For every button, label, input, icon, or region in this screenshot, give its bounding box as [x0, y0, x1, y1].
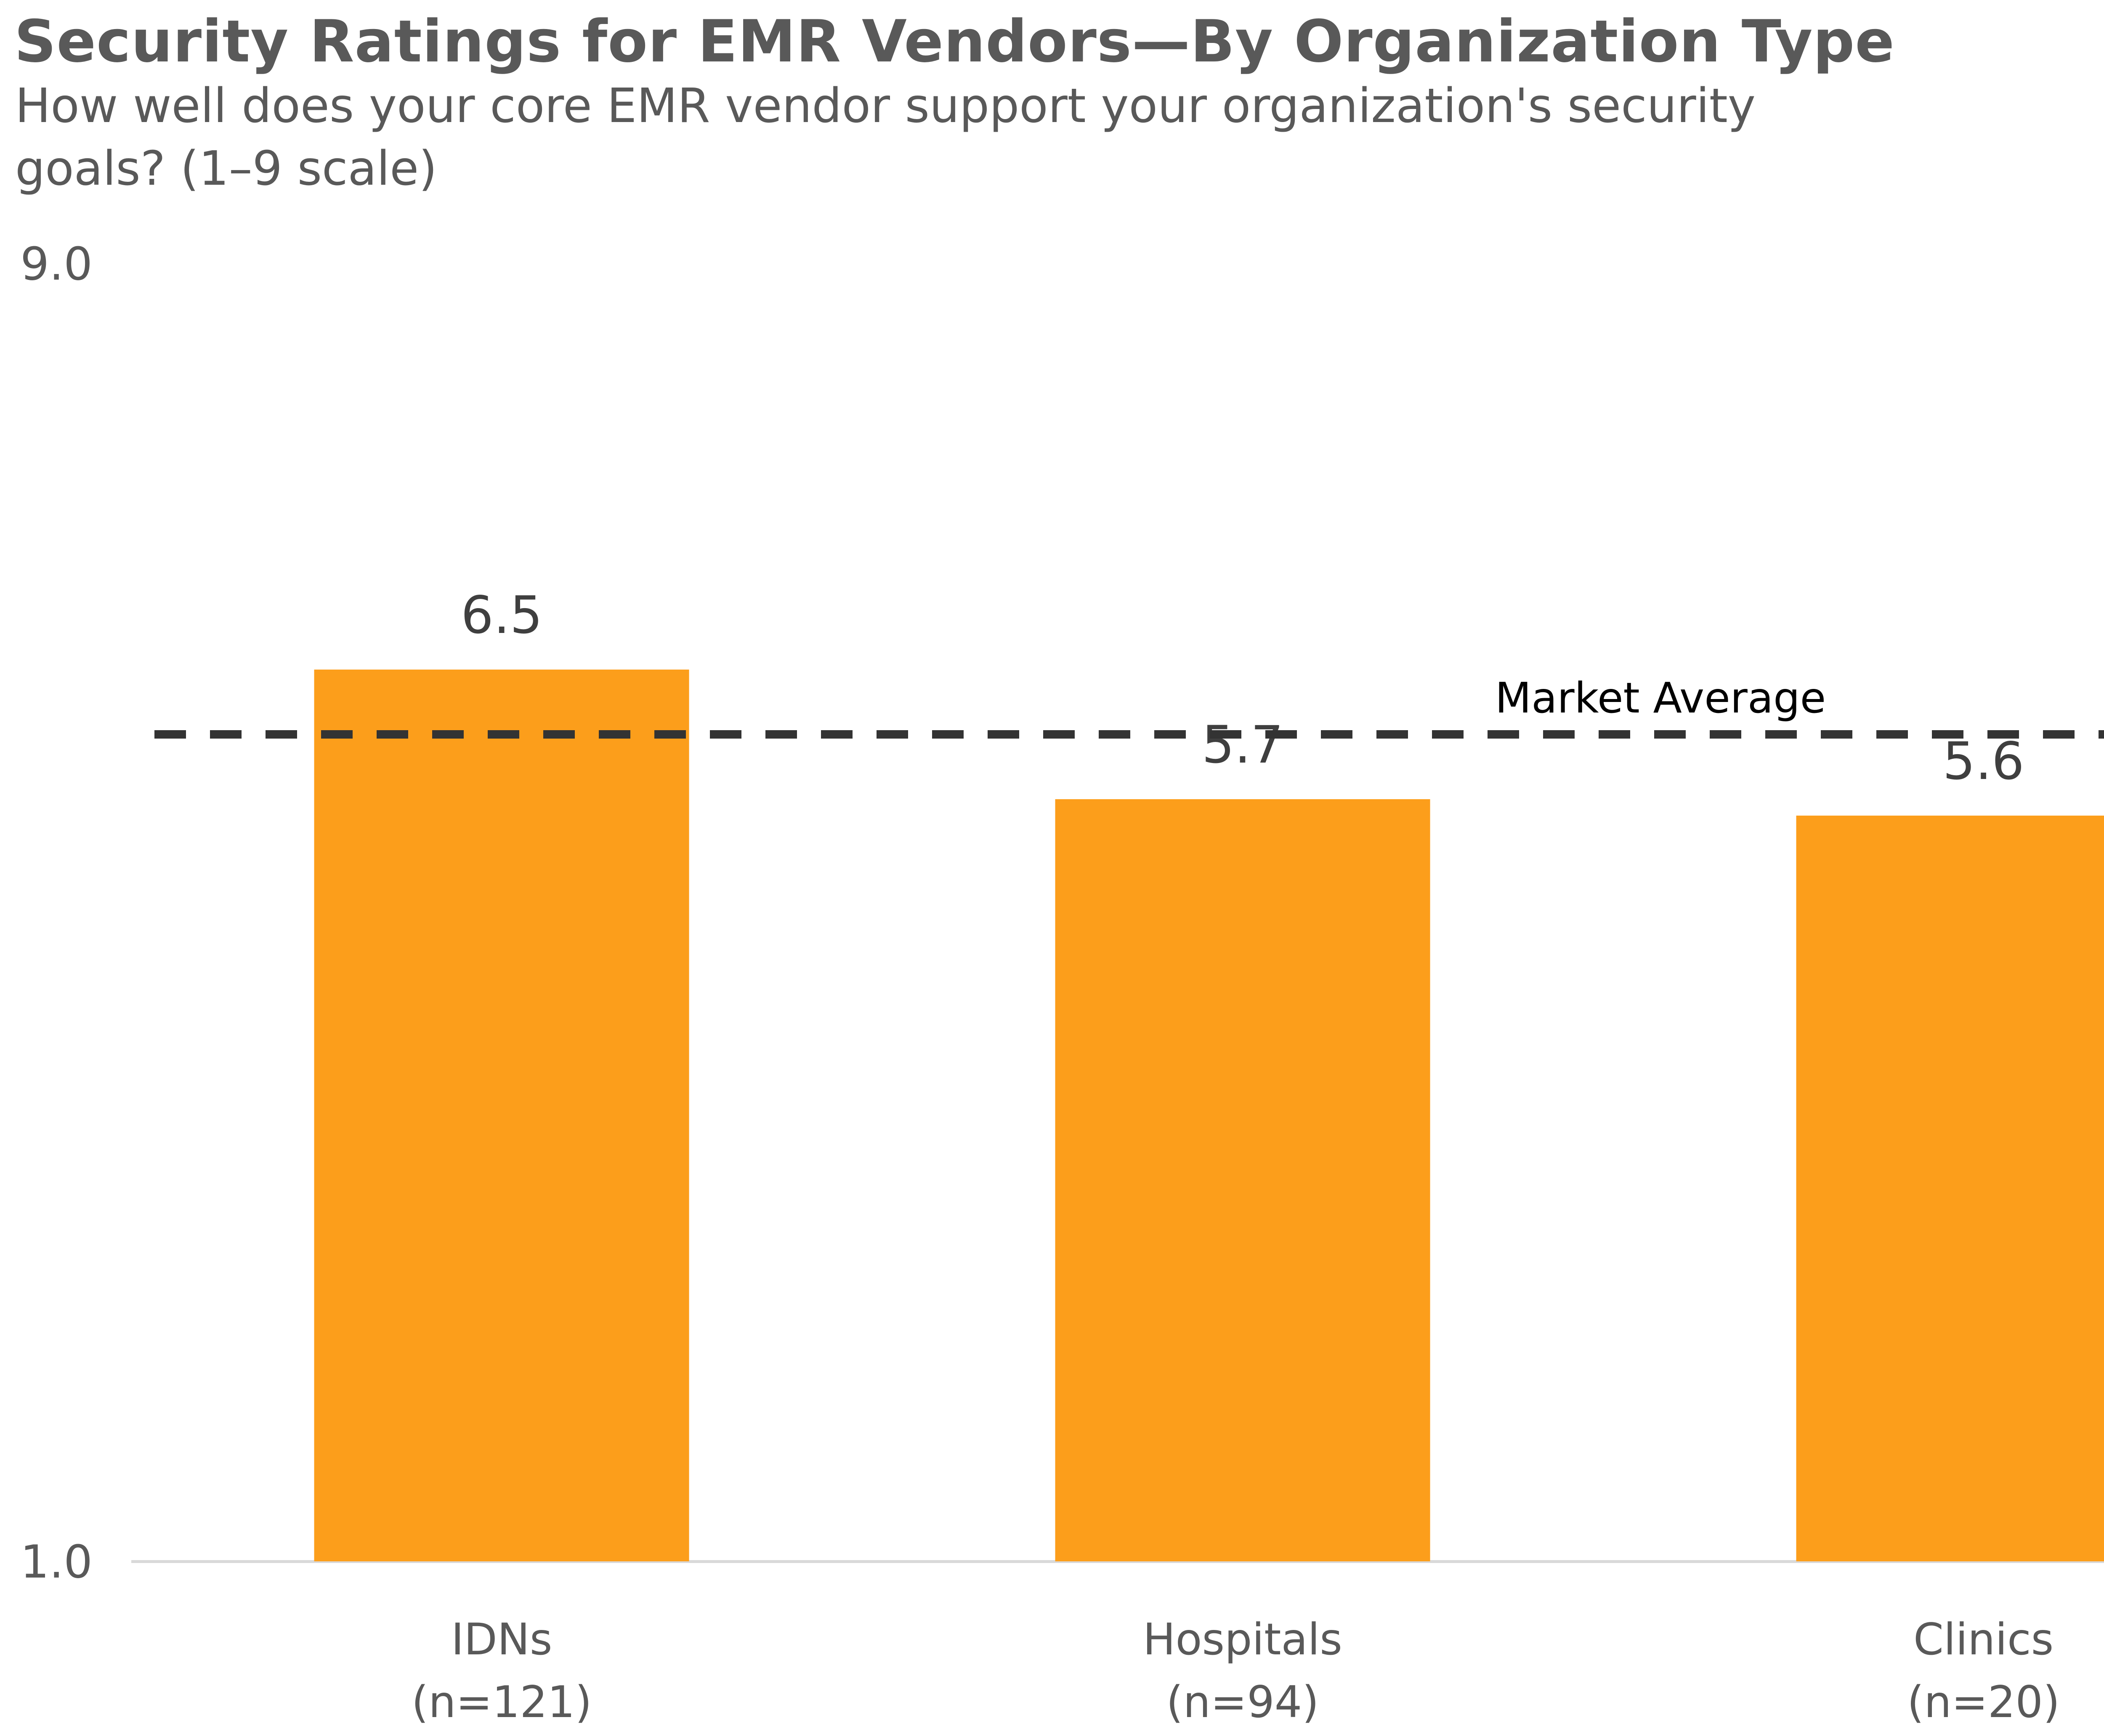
bar-idns	[314, 670, 689, 1561]
y-axis-min-label: 1.0	[20, 1536, 93, 1589]
category-sample-size: (n=121)	[412, 1677, 592, 1728]
bar-slot-idns: 6.5 IDNs (n=121)	[131, 264, 872, 1728]
category-sample-size: (n=20)	[1907, 1677, 2060, 1728]
category-name: Clinics	[1913, 1614, 2054, 1665]
x-axis-category-label: Clinics (n=20)	[1907, 1608, 2060, 1734]
market-average-label: Market Average	[1495, 673, 1826, 723]
x-axis-category-label: Hospitals (n=94)	[1143, 1608, 1342, 1734]
plot-area: 6.5 IDNs (n=121) 5.7 Hospitals (n=94) 5.6 Clini…	[131, 264, 2104, 1728]
y-axis-max-label: 9.0	[20, 238, 93, 291]
bar-clinics	[1796, 815, 2104, 1561]
x-axis-line	[131, 1560, 2104, 1563]
chart-title: Security Ratings for EMR Vendors—By Orga…	[14, 8, 1895, 75]
bar-value-label: 5.6	[1942, 731, 2024, 791]
bar-slot-clinics: 5.6 Clinics (n=20)	[1613, 264, 2104, 1728]
chart-subtitle-line2: goals? (1–9 scale)	[15, 141, 437, 196]
chart-subtitle: How well does your core EMR vendor suppo…	[15, 75, 1756, 200]
dashed-line	[154, 730, 2104, 739]
x-axis-category-label: IDNs (n=121)	[412, 1608, 592, 1734]
bar-hospitals	[1055, 799, 1430, 1561]
chart-subtitle-line1: How well does your core EMR vendor suppo…	[15, 79, 1756, 133]
category-name: Hospitals	[1143, 1614, 1342, 1665]
bar-slot-hospitals: 5.7 Hospitals (n=94)	[872, 264, 1613, 1728]
category-sample-size: (n=94)	[1166, 1677, 1319, 1728]
bar-value-label: 5.7	[1201, 715, 1283, 775]
category-name: IDNs	[451, 1614, 553, 1665]
bar-value-label: 6.5	[461, 585, 543, 646]
